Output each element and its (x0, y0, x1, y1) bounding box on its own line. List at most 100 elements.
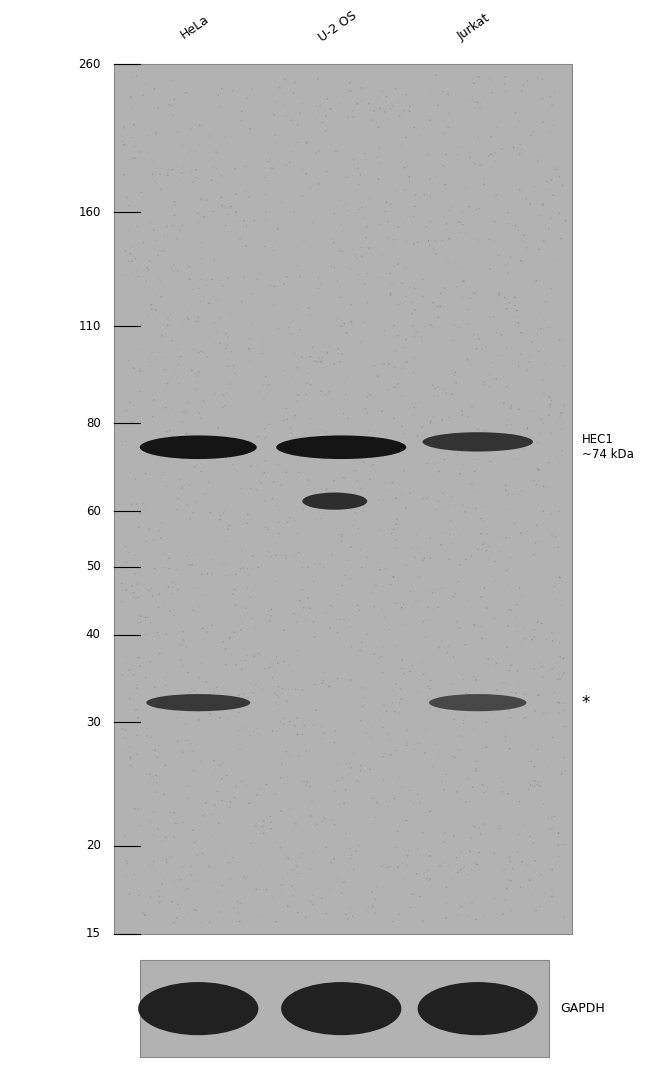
Point (356, 79, 367, 97)
Point (239, 868, 250, 885)
Point (514, 357, 524, 374)
Point (484, 378, 495, 395)
Point (389, 790, 400, 807)
Point (186, 120, 196, 137)
Point (443, 119, 454, 136)
Text: HEC1
~74 kDa: HEC1 ~74 kDa (582, 433, 634, 461)
Point (135, 658, 145, 675)
Point (207, 270, 217, 288)
Point (311, 511, 321, 528)
Point (307, 264, 318, 281)
Point (391, 741, 402, 759)
Point (284, 657, 294, 674)
Point (127, 577, 137, 594)
Point (525, 347, 536, 364)
Point (389, 520, 399, 538)
Point (437, 499, 448, 516)
Point (150, 560, 160, 577)
Point (138, 87, 148, 104)
Point (155, 269, 165, 286)
Point (275, 79, 285, 97)
Point (412, 685, 423, 702)
Point (159, 559, 169, 576)
Point (146, 296, 157, 313)
Point (337, 769, 347, 787)
Point (538, 795, 549, 812)
Point (555, 570, 566, 587)
Point (123, 222, 133, 239)
Point (223, 269, 233, 286)
Ellipse shape (302, 493, 367, 510)
Point (327, 494, 337, 511)
Point (143, 127, 153, 144)
Point (502, 204, 513, 221)
Point (486, 146, 496, 163)
Point (385, 265, 395, 282)
Point (306, 449, 317, 466)
Text: U-2 OS: U-2 OS (316, 9, 359, 45)
Point (469, 818, 480, 835)
Point (484, 148, 494, 165)
Point (280, 743, 291, 760)
Point (148, 855, 158, 872)
Point (216, 80, 227, 98)
Point (283, 319, 293, 336)
Point (538, 196, 549, 214)
Point (474, 100, 485, 117)
Point (321, 604, 332, 621)
Text: *: * (582, 693, 590, 711)
Point (390, 358, 400, 376)
Point (554, 455, 565, 472)
Point (289, 547, 300, 564)
Point (346, 672, 357, 689)
Point (349, 453, 359, 470)
Point (176, 651, 187, 668)
Point (222, 901, 232, 918)
Point (494, 247, 504, 264)
Point (163, 578, 174, 596)
Point (341, 385, 351, 402)
Point (217, 679, 228, 696)
Point (441, 894, 451, 911)
Point (408, 407, 419, 424)
Point (209, 385, 220, 402)
Point (352, 160, 363, 177)
Point (329, 439, 339, 456)
Point (433, 97, 443, 114)
Point (217, 197, 228, 215)
Point (182, 778, 192, 795)
Point (556, 765, 567, 782)
Point (411, 280, 421, 297)
Point (483, 549, 493, 567)
Point (173, 733, 183, 750)
Point (387, 913, 398, 930)
Point (466, 829, 476, 847)
Point (237, 719, 248, 736)
Point (449, 827, 460, 844)
Text: 160: 160 (79, 206, 101, 219)
Point (436, 298, 446, 315)
Point (547, 808, 557, 825)
Point (476, 689, 486, 706)
Point (320, 481, 331, 498)
Point (516, 83, 526, 100)
Point (464, 199, 474, 216)
Point (129, 547, 140, 564)
Point (339, 795, 349, 812)
Point (382, 703, 392, 720)
Point (265, 467, 276, 484)
Point (128, 666, 138, 684)
Point (134, 649, 144, 666)
Point (157, 467, 167, 484)
Point (240, 158, 250, 175)
Point (452, 907, 463, 924)
Point (131, 262, 142, 279)
Point (182, 302, 192, 319)
Point (197, 565, 207, 583)
Point (131, 702, 141, 719)
Point (371, 577, 382, 594)
Point (120, 242, 131, 260)
Point (528, 735, 538, 752)
Point (455, 556, 465, 573)
Point (170, 196, 181, 214)
